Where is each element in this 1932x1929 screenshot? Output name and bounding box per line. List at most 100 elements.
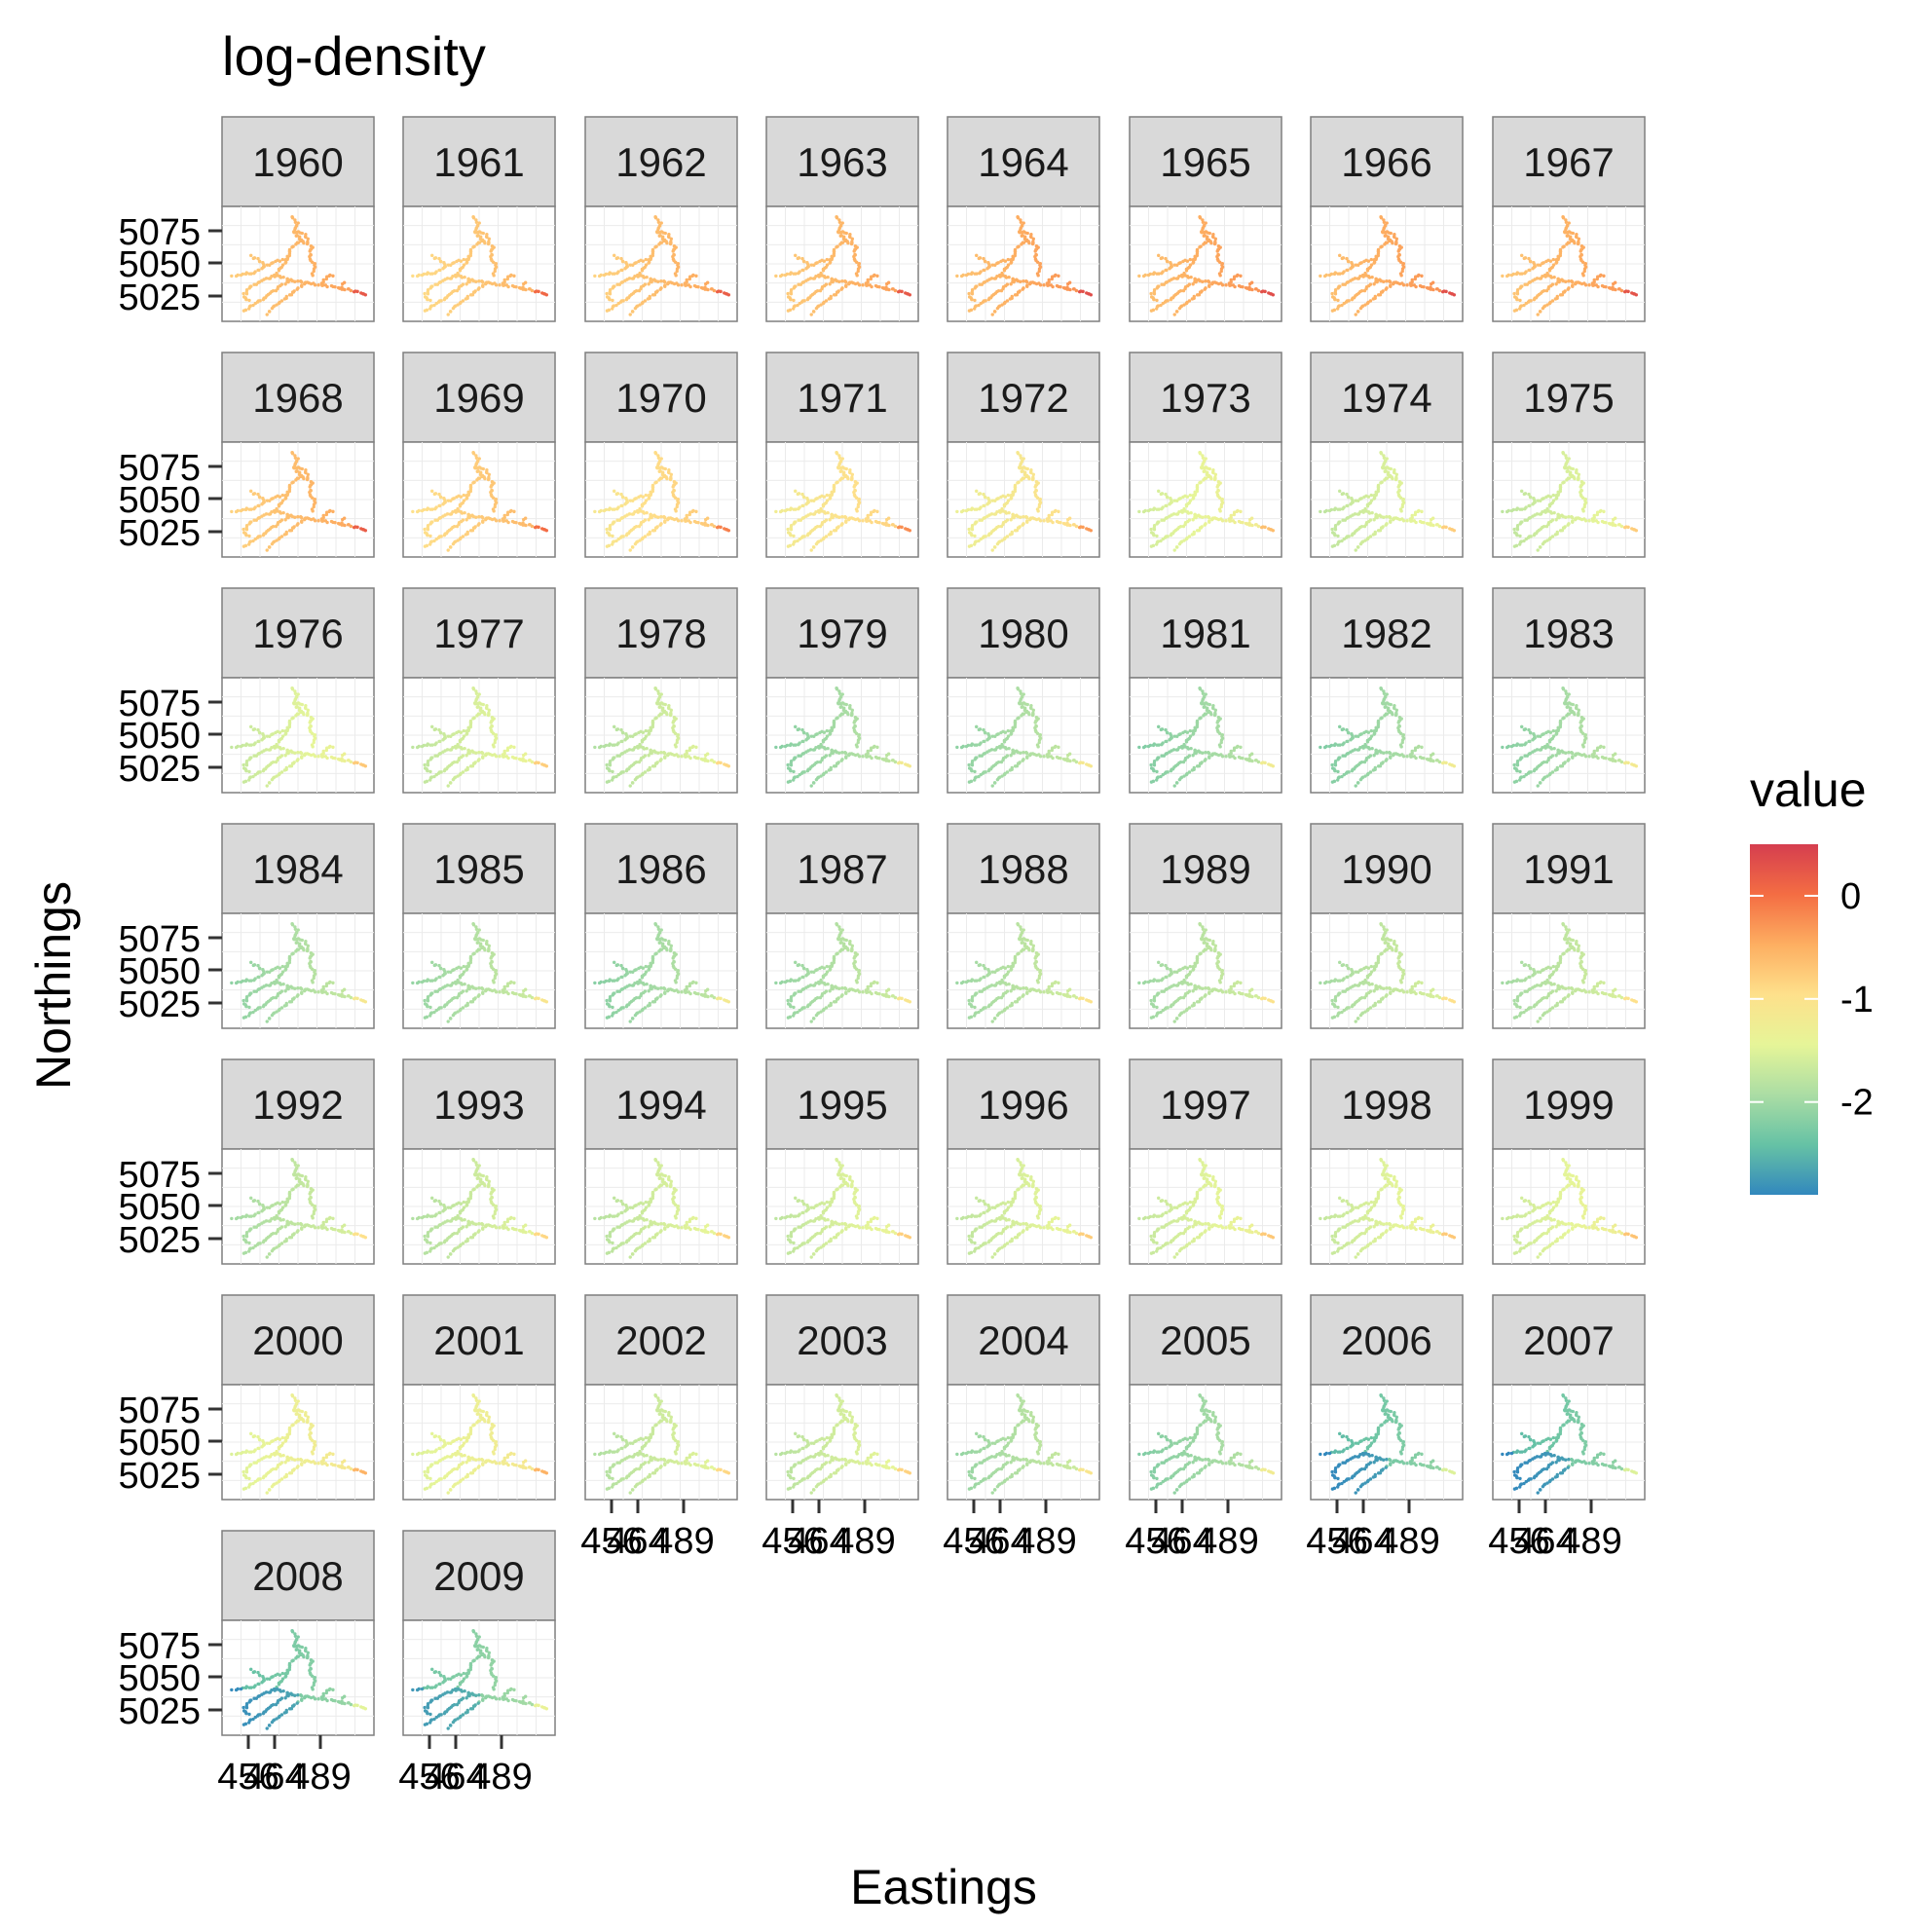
data-point (294, 478, 298, 482)
data-point (805, 533, 810, 538)
data-point (493, 269, 497, 274)
data-point (830, 277, 834, 281)
data-point (970, 297, 974, 302)
data-point (239, 508, 243, 513)
data-point (712, 524, 717, 529)
data-point (514, 284, 518, 289)
data-point (256, 739, 260, 744)
data-point (234, 274, 239, 278)
data-point (646, 533, 650, 537)
data-point (1319, 274, 1322, 278)
data-point (1444, 525, 1448, 530)
data-point (423, 291, 427, 296)
data-point (605, 780, 610, 784)
data-point (835, 481, 838, 485)
data-point (821, 740, 826, 744)
data-point (814, 306, 819, 311)
data-point (530, 760, 535, 764)
data-point (908, 293, 912, 297)
data-point (249, 724, 253, 729)
facet-strip-label: 1968 (252, 375, 343, 421)
data-point (448, 277, 453, 280)
data-point (256, 492, 260, 497)
data-point (1009, 261, 1013, 265)
data-point (1431, 523, 1435, 528)
data-point (284, 493, 288, 498)
data-point (809, 263, 814, 267)
data-point (1215, 254, 1219, 259)
data-point (448, 512, 453, 516)
data-point (648, 257, 651, 262)
data-point (796, 492, 800, 497)
data-point (837, 751, 841, 755)
data-point (1399, 509, 1403, 513)
data-point (1410, 513, 1414, 518)
data-point (1236, 273, 1240, 278)
data-point (608, 763, 613, 767)
data-point (458, 740, 463, 744)
data-point (668, 752, 673, 756)
data-point (300, 466, 304, 471)
data-point (462, 728, 465, 733)
data-point (801, 259, 806, 264)
data-point (1027, 241, 1031, 245)
data-point (331, 509, 335, 514)
data-point (838, 705, 842, 709)
data-point (691, 508, 695, 513)
data-point (1564, 515, 1568, 519)
data-point (846, 241, 850, 245)
data-point (1356, 310, 1360, 314)
data-point (426, 297, 429, 302)
data-point (640, 740, 645, 744)
data-point (615, 282, 619, 286)
data-point (789, 763, 794, 767)
data-point (978, 282, 982, 286)
data-point (1345, 503, 1349, 508)
data-point (502, 749, 506, 754)
data-point (644, 728, 648, 733)
data-point (311, 745, 315, 749)
data-point (1532, 533, 1537, 538)
data-point (253, 301, 257, 306)
data-point (615, 742, 619, 747)
data-point (1417, 508, 1421, 513)
data-point (483, 476, 487, 481)
data-point (1241, 520, 1245, 525)
data-point (593, 274, 597, 278)
data-point (1555, 257, 1559, 262)
data-point (290, 216, 295, 220)
data-point (680, 755, 684, 759)
data-point (1330, 527, 1334, 532)
y-tick-label: 5025 (118, 749, 201, 790)
data-point (1021, 287, 1024, 291)
data-point (537, 525, 540, 530)
data-point (1169, 297, 1173, 302)
data-point (1203, 287, 1207, 291)
data-point (789, 768, 793, 773)
data-point (312, 269, 316, 274)
data-point (290, 481, 294, 485)
data-point (977, 492, 982, 497)
data-point (1509, 273, 1514, 278)
data-point (287, 529, 292, 533)
data-point (1518, 534, 1522, 538)
data-point (796, 303, 799, 308)
data-point (502, 513, 506, 518)
data-point (967, 291, 971, 296)
facet-strip-label: 1976 (252, 611, 343, 656)
data-point (1369, 493, 1373, 498)
data-point (706, 287, 710, 292)
data-point (1382, 515, 1386, 519)
data-point (852, 485, 856, 489)
data-point (1193, 279, 1197, 284)
data-point (524, 759, 528, 763)
data-point (1547, 504, 1552, 508)
data-point (1051, 284, 1055, 289)
data-point (316, 283, 320, 287)
data-point (1031, 237, 1035, 241)
facet-panel-1973: 1973 (1129, 352, 1282, 558)
data-point (1583, 283, 1588, 287)
data-point (821, 269, 826, 273)
data-point (428, 298, 432, 303)
data-point (1431, 287, 1435, 292)
